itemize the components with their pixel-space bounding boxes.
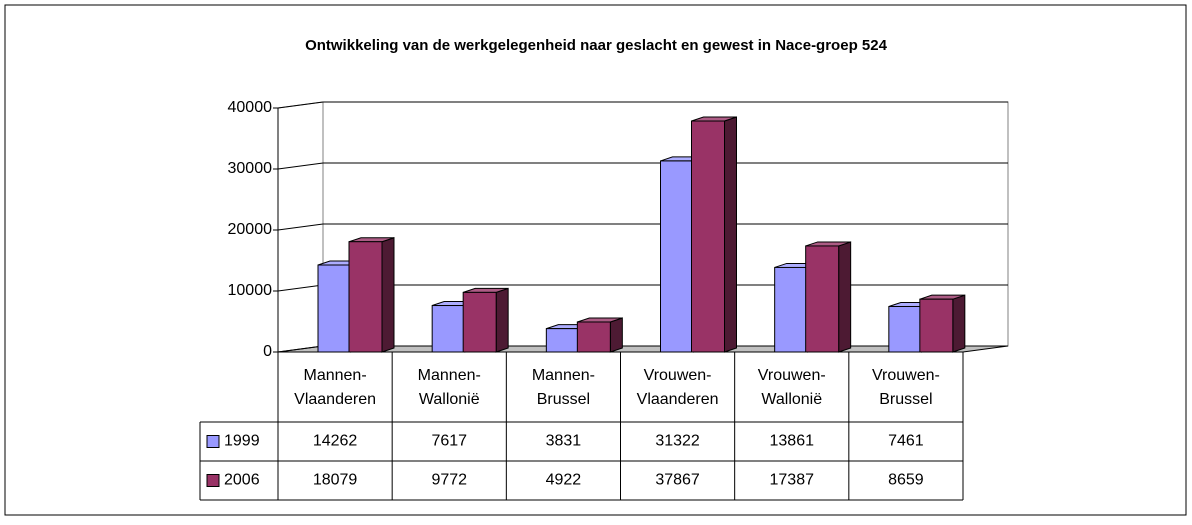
table-value: 4922 [546,472,582,489]
bar-side [495,287,509,353]
grid-line-side [277,284,324,292]
bar-front [805,245,840,353]
bar [805,241,852,353]
x-tick-label: Vlaanderen [294,391,376,408]
x-tick-label: Brussel [537,391,590,408]
x-tick-label: Vrouwen- [758,367,826,384]
x-tick-label: Wallonië [761,391,822,408]
table-value: 37867 [655,472,700,489]
bar-front [317,264,352,353]
bar-side [838,241,852,353]
table-value: 18079 [313,472,358,489]
bar-front [919,298,954,353]
bar-side [724,116,737,353]
bar-front [545,328,580,353]
grid-line-side [277,101,324,109]
bar [462,287,509,353]
x-tick-label: Mannen- [304,367,367,384]
x-tick-label: Mannen- [532,367,595,384]
table-value: 9772 [431,472,467,489]
grid-line-side [277,345,324,353]
legend-label: 1999 [224,433,260,450]
bar [691,116,737,353]
legend-swatch [206,435,220,448]
x-tick-label: Mannen- [418,367,481,384]
chart-title: Ontwikkeling van de werkgelegenheid naar… [305,37,888,54]
grid-line-side [277,162,324,170]
bar-front [431,305,466,353]
x-tick-label: Wallonië [419,391,480,408]
x-tick-label: Vrouwen- [644,367,712,384]
bar [919,294,966,353]
table-value: 8659 [888,472,924,489]
table-value: 17387 [770,472,815,489]
y-tick-label: 40000 [228,99,273,116]
y-tick-label: 0 [263,343,272,360]
bar-front [660,160,694,353]
bar-front [774,266,809,353]
legend-swatch [206,474,220,487]
bar-front [462,291,497,353]
x-tick-label: Vrouwen- [872,367,940,384]
legend-label: 2006 [224,472,260,489]
table-value: 7617 [431,433,467,450]
table-value: 31322 [655,433,700,450]
bar-side [952,294,966,353]
table-value: 7461 [888,433,924,450]
table-value: 13861 [770,433,815,450]
bar [348,237,395,353]
grid-line-side [277,223,324,231]
bar-front [348,241,383,353]
table-value: 14262 [313,433,358,450]
bar-side [381,237,395,353]
table-value: 3831 [546,433,582,450]
x-tick-label: Brussel [879,391,932,408]
chart-frame [4,4,1187,516]
bar-side [609,317,623,353]
bar-front [691,120,725,353]
y-tick-label: 30000 [228,160,273,177]
y-tick-label: 20000 [228,221,273,238]
bar-front [576,321,611,353]
x-tick-label: Vlaanderen [637,391,719,408]
y-tick-label: 10000 [228,282,273,299]
bar-front [888,305,923,353]
bar [576,317,623,353]
